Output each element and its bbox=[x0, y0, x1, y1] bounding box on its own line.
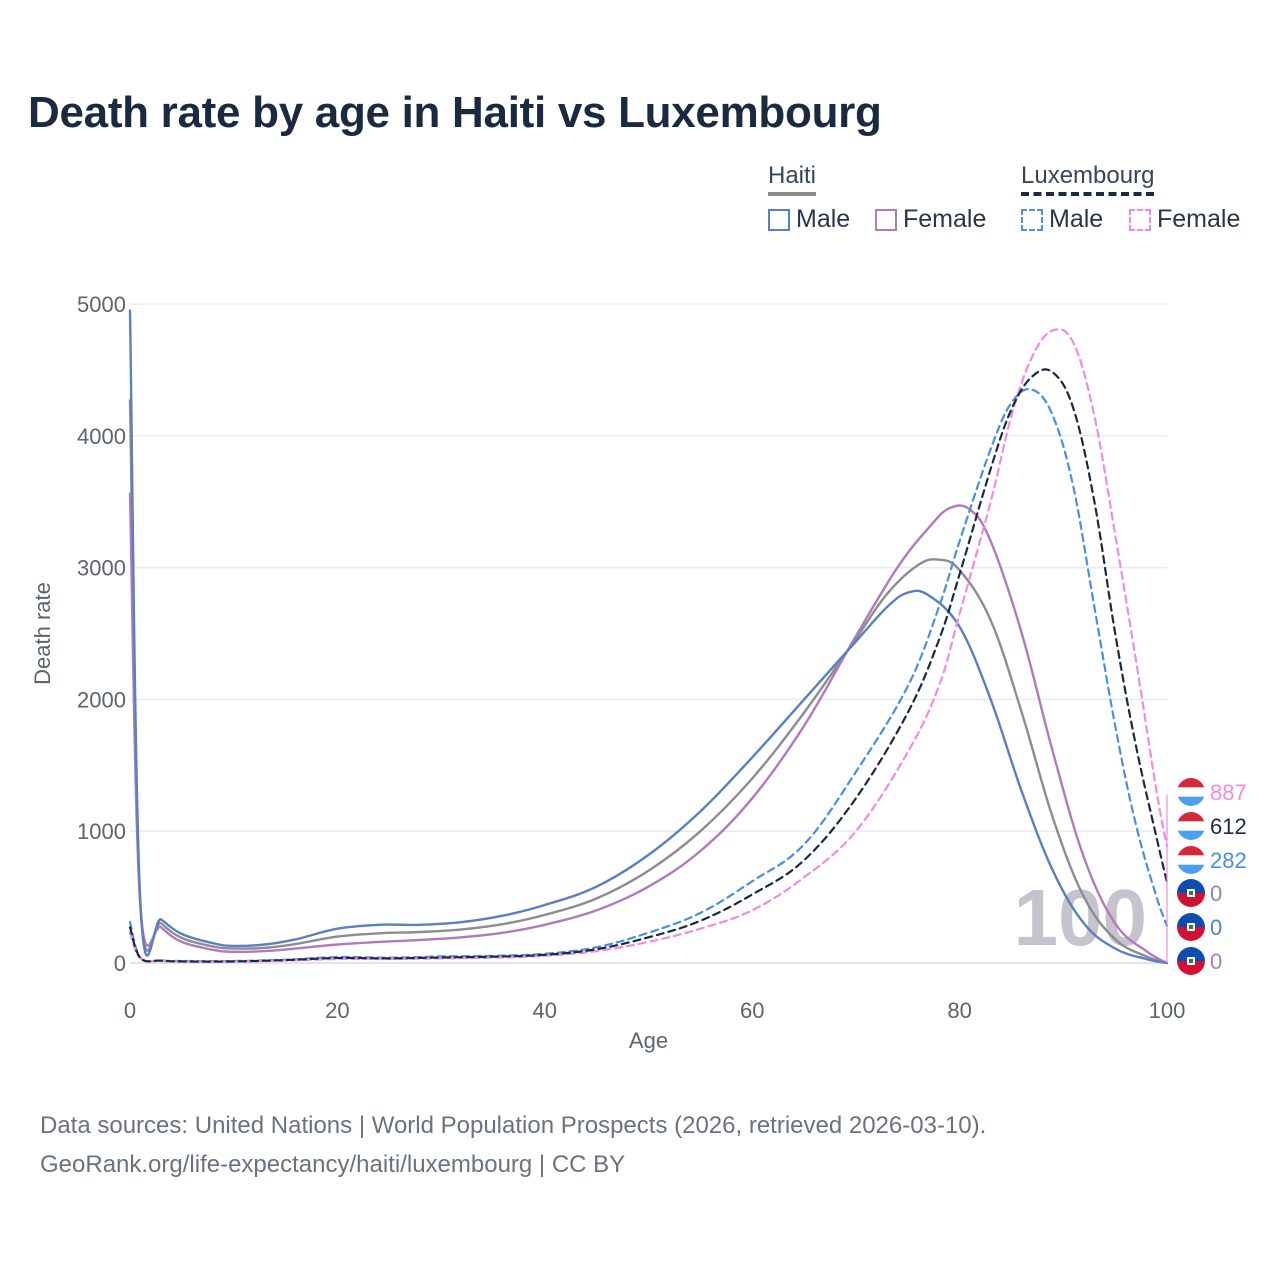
x-tick-label: 20 bbox=[325, 998, 349, 1023]
x-tick-label: 60 bbox=[740, 998, 764, 1023]
end-label-value: 0 bbox=[1210, 881, 1222, 906]
y-tick-label: 5000 bbox=[77, 292, 126, 317]
x-axis-label: Age bbox=[629, 1028, 668, 1053]
legend-haiti-female[interactable]: Female bbox=[875, 205, 986, 234]
haiti-flag-icon bbox=[1177, 913, 1205, 941]
series-line-haiti-male[interactable] bbox=[128, 309, 1169, 965]
end-label-lux-total: 612 bbox=[1177, 812, 1247, 840]
end-label-value: 0 bbox=[1210, 949, 1222, 974]
x-tick-label: 40 bbox=[533, 998, 557, 1023]
chart-title: Death rate by age in Haiti vs Luxembourg bbox=[28, 88, 882, 137]
x-tick-label: 80 bbox=[947, 998, 971, 1023]
legend-haiti-male[interactable]: Male bbox=[768, 205, 850, 234]
y-tick-label: 0 bbox=[114, 951, 126, 976]
y-tick-label: 2000 bbox=[77, 687, 126, 712]
series-lines bbox=[128, 309, 1169, 965]
legend-luxembourg-title[interactable]: Luxembourg bbox=[1021, 162, 1155, 196]
luxembourg-flag-icon bbox=[1177, 846, 1205, 874]
end-labels: 887 612 282 0 0 0 bbox=[1166, 778, 1247, 975]
legend-luxembourg-male[interactable]: Male bbox=[1021, 205, 1103, 234]
series-line-lux-female[interactable] bbox=[128, 328, 1169, 963]
x-tick-label: 0 bbox=[124, 998, 136, 1023]
y-tick-label: 4000 bbox=[77, 424, 126, 449]
legend-group-haiti: Haiti bbox=[768, 162, 817, 196]
legend-group-luxembourg: Luxembourg bbox=[1021, 162, 1155, 196]
haiti-flag-icon bbox=[1177, 879, 1205, 907]
source-line-2[interactable]: GeoRank.org/life-expectancy/haiti/luxemb… bbox=[40, 1151, 626, 1178]
grid-lines bbox=[130, 303, 1167, 964]
series-line-haiti-female[interactable] bbox=[128, 492, 1169, 965]
legend-haiti-female-label: Female bbox=[903, 205, 987, 233]
end-label-lux-female: 887 bbox=[1177, 778, 1247, 806]
legend-luxembourg-female[interactable]: Female bbox=[1129, 205, 1240, 234]
luxembourg-flag-icon bbox=[1177, 778, 1205, 806]
end-label-haiti-female: 0 bbox=[1177, 947, 1222, 975]
y-axis-label: Death rate bbox=[30, 582, 55, 685]
end-label-value: 0 bbox=[1210, 915, 1222, 940]
end-label-value: 887 bbox=[1210, 780, 1247, 805]
source-note: Data sources: United Nations | World Pop… bbox=[40, 1106, 986, 1184]
y-axis-ticks: 0 1000 2000 3000 4000 5000 bbox=[77, 292, 126, 976]
end-label-haiti-male: 0 bbox=[1177, 913, 1222, 941]
source-line-1: Data sources: United Nations | World Pop… bbox=[40, 1112, 987, 1139]
series-line-lux-male[interactable] bbox=[128, 388, 1169, 963]
legend-swatch-haiti-female bbox=[875, 208, 897, 231]
series-line-lux-total[interactable] bbox=[128, 368, 1169, 963]
x-axis-ticks: 0 20 40 60 80 100 bbox=[124, 998, 1185, 1023]
series-line-haiti-total[interactable] bbox=[128, 399, 1169, 965]
legend-swatch-luxembourg-female bbox=[1129, 208, 1151, 231]
x-tick-label: 100 bbox=[1149, 998, 1186, 1023]
legend-haiti-title[interactable]: Haiti bbox=[768, 162, 817, 196]
end-label-lux-male: 282 bbox=[1177, 846, 1247, 874]
end-label-haiti-total: 0 bbox=[1177, 879, 1222, 907]
luxembourg-flag-icon bbox=[1177, 812, 1205, 840]
legend-luxembourg-male-label: Male bbox=[1049, 205, 1104, 233]
end-label-value: 282 bbox=[1210, 848, 1247, 873]
y-tick-label: 1000 bbox=[77, 819, 126, 844]
legend-haiti-male-label: Male bbox=[796, 205, 851, 233]
haiti-flag-icon bbox=[1177, 947, 1205, 975]
y-tick-label: 3000 bbox=[77, 556, 126, 581]
legend-luxembourg-female-label: Female bbox=[1157, 205, 1241, 233]
legend-swatch-haiti-male bbox=[768, 208, 790, 231]
end-label-value: 612 bbox=[1210, 814, 1247, 839]
legend-swatch-luxembourg-male bbox=[1021, 208, 1043, 231]
